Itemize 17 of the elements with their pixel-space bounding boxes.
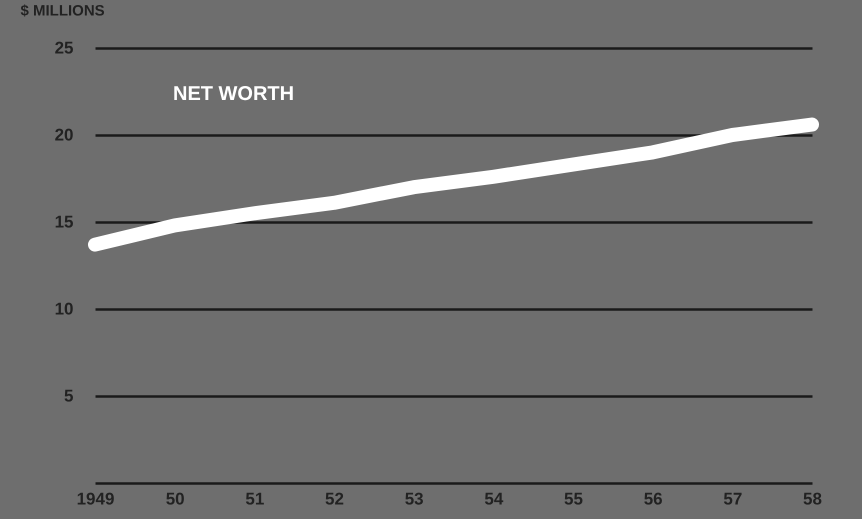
y-tick-label: 15 (54, 212, 74, 232)
x-tick-label: 52 (325, 490, 344, 508)
y-tick-label: 20 (54, 126, 74, 144)
x-tick-label: 56 (644, 490, 663, 508)
x-tick-label: 51 (245, 490, 264, 508)
y-tick-label: 5 (64, 386, 74, 406)
x-tick-label: 1949 (76, 490, 114, 508)
y-tick-label: 10 (54, 300, 74, 318)
x-tick-label: 50 (166, 490, 185, 508)
x-tick-label: 57 (723, 490, 742, 508)
x-tick-label: 58 (803, 490, 822, 508)
y-tick-label: 25 (54, 38, 74, 58)
text: NET WORTH (173, 83, 294, 105)
x-tick-label: 53 (404, 490, 424, 508)
x-tick-label: 54 (484, 490, 504, 508)
x-tick-label: 55 (564, 490, 583, 508)
y-axis-title: $ MILLIONS (20, 2, 105, 20)
